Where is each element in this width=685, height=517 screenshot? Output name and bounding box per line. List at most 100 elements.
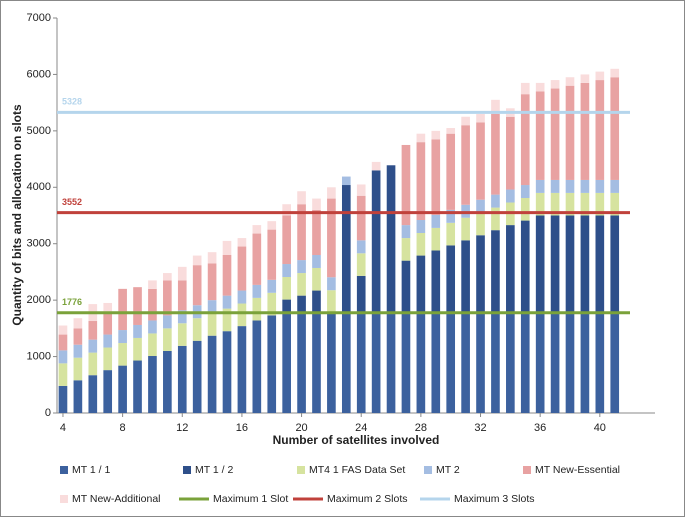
bar-segment [476,113,485,123]
bar-segment [550,88,560,180]
bar-segment [88,375,98,413]
bar-segment [520,312,530,413]
bar-segment [446,312,456,413]
legend-swatch [183,466,191,474]
bar-segment [207,313,217,336]
bar-segment [416,255,426,313]
bar-segment [118,343,127,366]
bar-segment [103,311,113,335]
bar-segment [595,215,605,313]
bar-segment [312,312,321,413]
bar-segment [550,192,560,216]
bar-segment [356,275,366,313]
bar-segment [133,287,142,325]
bar-segment [312,209,321,255]
bar-segment [565,192,575,216]
bar-segment [580,192,590,216]
bar-segment [491,194,500,208]
bar-segment [520,82,530,95]
bar-segment [476,212,485,236]
bar-segment [550,80,560,89]
x-axis-title: Number of satellites involved [273,433,440,447]
bar-segment [148,288,157,321]
bar-segment [58,325,68,335]
bar-segment [88,321,98,340]
y-tick-label: 5000 [27,125,51,137]
bar-segment [237,246,247,291]
bar-segment [58,350,68,364]
x-tick-label: 32 [474,422,486,434]
bar-segment [446,128,456,134]
x-tick-label: 20 [295,422,307,434]
bar-segment [431,227,441,251]
legend-label: MT 1 / 1 [72,464,110,476]
bar-segment [520,185,530,199]
bar-segment [535,82,545,92]
bar-segment [327,277,336,291]
bar-segment [535,179,545,193]
bar-segment [491,207,500,231]
bar-segment [282,312,291,413]
bar-segment [297,204,306,261]
bar-segment [177,323,187,346]
bar-segment [163,315,172,329]
y-tick-label: 0 [45,407,51,419]
bar-segment [103,302,113,312]
bar-segment [192,318,202,341]
legend-label: Maximum 3 Slots [454,493,535,505]
bar-segment [252,297,262,321]
bar-segment [103,370,113,413]
bar-segment [118,365,127,413]
bar-segment [267,221,277,230]
max-line-label: 3552 [62,197,82,207]
y-axis-title: Quantity of bits and allocation on slots [10,104,24,326]
bar-segment [312,255,321,268]
bar-segment [222,308,232,332]
bar-segment [401,144,411,226]
bar-segment [446,133,456,210]
bar-segment [163,273,172,281]
bar-segment [580,74,590,83]
bar-segment [610,77,620,180]
bar-segment [327,187,336,199]
bar-segment [595,179,605,193]
bar-segment [237,238,247,247]
bar-segment [148,356,157,413]
bar-segment [73,380,83,413]
y-tick-label: 3000 [27,238,51,250]
y-tick-label: 2000 [27,294,51,306]
bar-segment [491,99,500,114]
bar-segment [341,312,351,413]
x-tick-label: 8 [120,422,126,434]
bar-segment [416,232,426,256]
bar-segment [327,290,336,313]
bar-segment [58,363,68,386]
bar-segment [535,215,545,313]
x-tick-label: 16 [236,422,248,434]
bar-segment [58,334,68,351]
bar-segment [580,179,590,193]
bar-segment [595,80,605,180]
bar-segment [550,215,560,313]
x-tick-label: 24 [355,422,367,434]
bar-segment [163,328,172,351]
y-tick-label: 4000 [27,181,51,193]
bar-segment [148,333,157,357]
bar-segment [207,335,217,413]
bar-segment [535,91,545,180]
x-tick-label: 4 [60,422,66,434]
bar-segment [252,320,262,413]
bar-segment [520,220,530,313]
bar-segment [267,229,277,280]
bar-segment [356,184,366,196]
bar-segment [506,189,515,203]
bar-segment [73,318,83,329]
bar-segment [207,252,217,264]
bar-segment [192,340,202,413]
bar-segment [356,240,366,254]
bar-segment [535,312,545,413]
bar-segment [550,179,560,193]
bar-segment [431,130,441,140]
bar-segment [416,220,426,233]
bar-segment [431,214,441,228]
